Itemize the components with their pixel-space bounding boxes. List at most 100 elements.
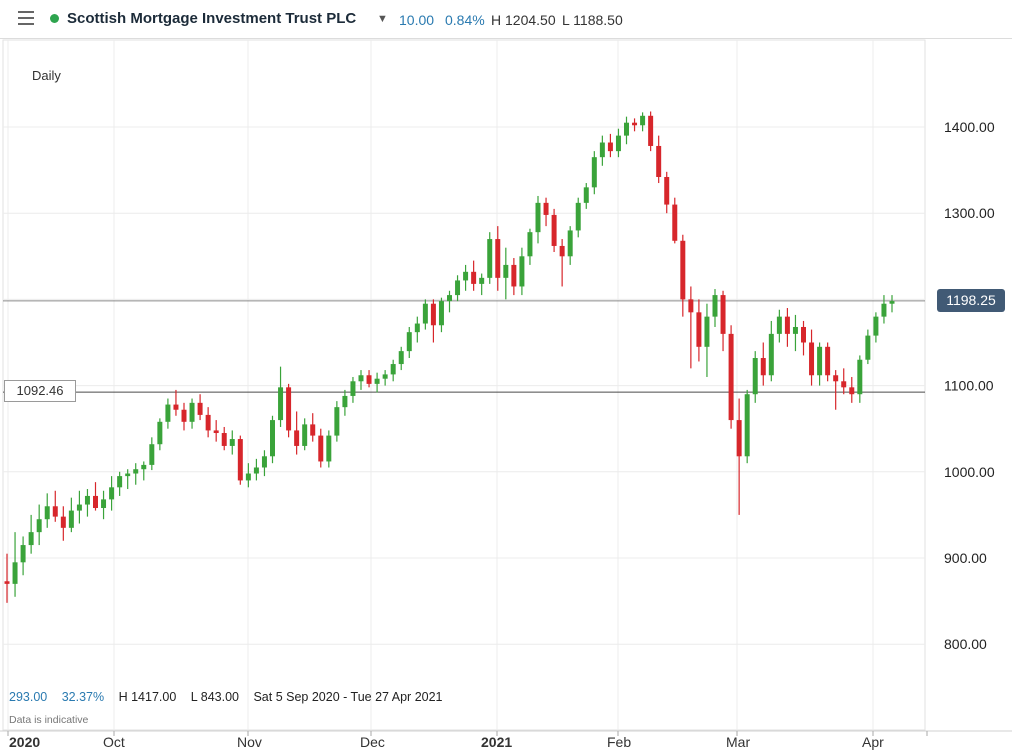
candle-up: [438, 301, 444, 326]
candle-down: [286, 387, 292, 431]
candle-down: [511, 264, 517, 287]
price-change-percent: 0.84%: [445, 12, 485, 28]
candle-down: [430, 303, 436, 326]
candle-up: [857, 359, 863, 395]
x-tick-label: Nov: [237, 734, 262, 750]
candle-up: [149, 444, 155, 465]
candle-up: [527, 232, 533, 257]
candle-up: [422, 303, 428, 324]
candle-down: [495, 239, 501, 278]
instrument-header: Scottish Mortgage Investment Trust PLC ▼…: [0, 0, 1012, 39]
candle-down: [294, 430, 300, 446]
candle-up: [640, 115, 646, 126]
candle-down: [4, 581, 10, 584]
x-tick-label: Mar: [726, 734, 750, 750]
candle-up: [326, 435, 332, 462]
candle-up: [624, 122, 629, 136]
candle-up: [817, 346, 823, 376]
candle-down: [205, 414, 211, 431]
candle-down: [680, 240, 686, 300]
candle-up: [398, 351, 404, 365]
candle-up: [519, 256, 525, 287]
candle-up: [76, 504, 82, 511]
candle-up: [278, 387, 284, 421]
candle-up: [583, 187, 589, 203]
candle-down: [221, 433, 227, 446]
candle-down: [318, 435, 324, 462]
candle-up: [873, 316, 879, 336]
candle-up: [20, 545, 26, 563]
candle-down: [849, 387, 855, 395]
candle-up: [768, 333, 774, 376]
y-tick-label: 1100.00: [944, 378, 994, 394]
candle-up: [141, 464, 147, 470]
candle-up: [342, 395, 348, 408]
candle-up: [479, 277, 485, 284]
candle-up: [84, 495, 90, 505]
hamburger-menu-icon[interactable]: [18, 11, 34, 25]
candle-down: [559, 245, 565, 257]
candle-up: [229, 439, 235, 446]
candle-down: [809, 342, 815, 376]
candle-up: [712, 295, 718, 317]
candle-down: [632, 122, 638, 126]
candle-down: [173, 404, 179, 410]
candle-up: [382, 374, 388, 379]
candle-down: [760, 358, 766, 376]
candle-down: [648, 115, 654, 146]
market-status-dot: [50, 14, 59, 23]
candle-down: [720, 295, 726, 334]
candle-up: [503, 264, 509, 278]
candle-up: [125, 473, 131, 477]
candle-up: [463, 271, 469, 281]
candle-up: [752, 358, 758, 395]
candle-up: [245, 473, 251, 481]
candle-up: [591, 157, 597, 188]
y-tick-label: 1000.00: [944, 464, 995, 480]
candle-up: [261, 456, 267, 468]
candle-up: [535, 202, 541, 233]
y-tick-label: 900.00: [944, 550, 987, 566]
candle-up: [599, 142, 605, 158]
crosshair-price-label: 1092.46: [4, 380, 76, 402]
candle-down: [696, 312, 702, 347]
candle-up: [447, 295, 452, 302]
x-tick-label: 2021: [481, 734, 512, 750]
candle-down: [672, 204, 678, 241]
candle-down: [664, 176, 670, 205]
candle-up: [792, 326, 798, 334]
candle-down: [728, 333, 734, 421]
range-change: 293.00: [9, 690, 48, 704]
timeframe-label[interactable]: Daily: [32, 68, 61, 83]
candle-up: [133, 469, 139, 474]
instrument-dropdown-icon[interactable]: ▼: [377, 13, 388, 25]
candle-up: [567, 230, 573, 257]
current-price-label: 1198.25: [937, 289, 1005, 312]
candle-up: [117, 476, 123, 488]
candle-up: [157, 421, 163, 445]
candle-down: [93, 495, 98, 509]
candle-up: [189, 402, 195, 422]
candle-down: [52, 506, 58, 517]
candle-up: [406, 332, 412, 352]
candle-down: [825, 346, 831, 376]
candle-up: [12, 562, 18, 584]
candle-down: [60, 516, 66, 528]
x-tick-label: Dec: [360, 734, 385, 750]
instrument-name[interactable]: Scottish Mortgage Investment Trust PLC: [67, 10, 357, 27]
candle-up: [889, 301, 895, 304]
x-tick-label: Apr: [862, 734, 884, 750]
candle-up: [350, 381, 356, 396]
candle-down: [736, 420, 742, 457]
indicative-note: Data is indicative: [9, 714, 89, 726]
candle-down: [310, 424, 316, 436]
candle-up: [165, 404, 171, 422]
candle-up: [334, 407, 340, 436]
plot-area: [2, 39, 926, 731]
x-tick-label: Oct: [103, 734, 125, 750]
candle-up: [615, 135, 621, 152]
candle-up: [744, 394, 750, 457]
range-change-percent: 32.37%: [61, 690, 105, 704]
candle-down: [213, 430, 219, 434]
